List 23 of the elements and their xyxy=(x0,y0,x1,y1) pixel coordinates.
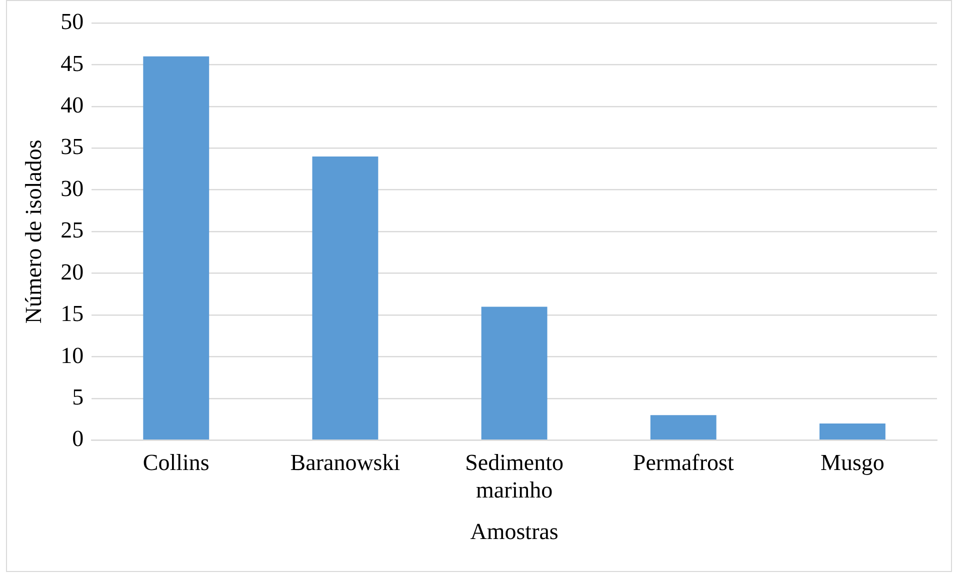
y-tick-label: 30 xyxy=(60,176,84,201)
x-axis-title: Amostras xyxy=(470,519,558,544)
y-tick-label: 15 xyxy=(60,301,84,326)
x-tick-label: Musgo xyxy=(820,450,884,476)
bar xyxy=(312,156,378,440)
y-tick-label: 10 xyxy=(60,342,84,368)
x-tick-label: Sedimento marinho xyxy=(465,450,564,503)
y-axis-title: Número de isolados xyxy=(20,140,46,324)
y-tick-label: 25 xyxy=(60,218,84,243)
bar xyxy=(143,56,210,440)
y-tick-label: 0 xyxy=(72,426,84,452)
y-tick-label: 45 xyxy=(60,50,84,76)
y-tick-label: 50 xyxy=(60,9,84,34)
y-tick-label: 40 xyxy=(60,92,84,118)
x-tick-label: Baranowski xyxy=(290,450,400,476)
bar xyxy=(650,415,716,440)
y-tick-label: 5 xyxy=(72,384,84,410)
x-tick-label: Collins xyxy=(142,450,210,476)
bar xyxy=(819,424,886,440)
bar xyxy=(481,306,548,440)
x-tick-label: Permafrost xyxy=(632,450,734,476)
y-tick-label: 35 xyxy=(60,134,84,160)
y-tick-label: 20 xyxy=(60,259,84,284)
